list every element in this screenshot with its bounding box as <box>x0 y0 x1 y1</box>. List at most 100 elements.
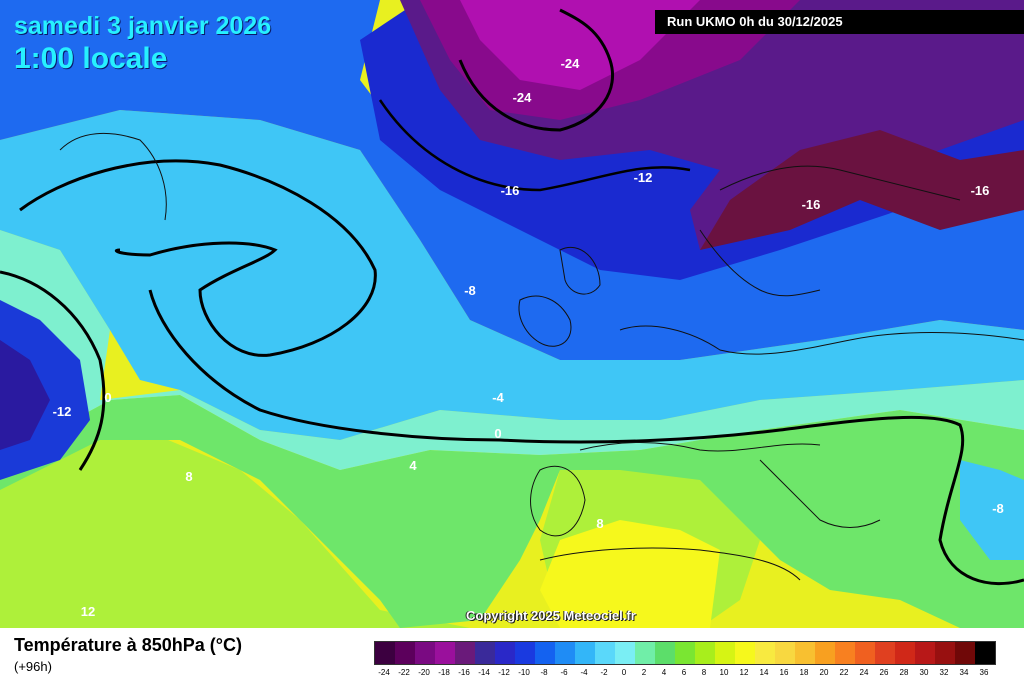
scale-label: 16 <box>779 668 789 677</box>
scale-swatch <box>415 642 435 664</box>
scale-label: -8 <box>540 668 548 677</box>
contour-labels: -24 -24 -16 -12 -16 -16 -8 -4 0 0 4 8 8 -12 -8 12 <box>53 56 1004 619</box>
contour-label: 8 <box>596 516 603 531</box>
field-band-0 <box>0 230 1024 470</box>
scale-label: -6 <box>560 668 568 677</box>
contour-label: 0 <box>494 426 501 441</box>
scale-swatch <box>535 642 555 664</box>
field-title: Température à 850hPa (°C) <box>14 635 242 655</box>
isotherm-0 <box>0 270 1024 586</box>
scale-swatch <box>695 642 715 664</box>
contour-label: -24 <box>513 90 533 105</box>
coastlines <box>59 132 1024 581</box>
scale-swatch <box>495 642 515 664</box>
scale-swatch <box>615 642 635 664</box>
scale-label: 8 <box>701 668 707 677</box>
color-scale-labels: -24 -22 -20 -18 -16 -14 -12 -10 -8 -6 -4 -2 0 2 4 6 8 10 1… <box>374 668 994 680</box>
scale-swatch <box>795 642 815 664</box>
color-scale <box>374 641 996 665</box>
scale-swatch <box>455 642 475 664</box>
field-scandinavia-cold <box>700 130 1024 250</box>
contour-label: 8 <box>185 469 192 484</box>
scale-swatch <box>975 642 995 664</box>
contour-label: 4 <box>409 458 417 473</box>
scale-swatch <box>375 642 395 664</box>
scale-label: 2 <box>641 668 647 677</box>
contour-label: -24 <box>561 56 581 71</box>
copyright: Copyright 2025 Meteociel.fr <box>466 608 636 623</box>
scale-label: 18 <box>799 668 809 677</box>
scale-swatch <box>635 642 655 664</box>
scale-swatch <box>675 642 695 664</box>
field-africa-yellow <box>540 520 720 628</box>
scale-label: 32 <box>939 668 949 677</box>
scale-label: 20 <box>819 668 829 677</box>
scale-swatch <box>715 642 735 664</box>
contour-label: -8 <box>992 501 1004 516</box>
contour-label: -16 <box>802 197 821 212</box>
scale-swatch <box>955 642 975 664</box>
scale-swatch <box>895 642 915 664</box>
scale-label: 26 <box>879 668 889 677</box>
field-band-minus4 <box>0 110 1024 440</box>
scale-label: 12 <box>739 668 749 677</box>
field-east-cold <box>960 460 1024 560</box>
temperature-map: -24 -24 -16 -12 -16 -16 -8 -4 0 0 4 8 8 -12 -8 12 <box>0 0 1024 628</box>
field-atlantic-low-core <box>0 340 50 450</box>
scale-swatch <box>755 642 775 664</box>
contour-label: -4 <box>492 390 504 405</box>
scale-label: -2 <box>600 668 608 677</box>
scale-label: -18 <box>438 668 450 677</box>
scale-label: 4 <box>661 668 667 677</box>
footer: Température à 850hPa (°C) (+96h) -24 -22-… <box>0 628 1024 683</box>
forecast-time: 1:00 locale <box>14 42 168 75</box>
scale-swatch <box>935 642 955 664</box>
run-info: Run UKMO 0h du 30/12/2025 <box>655 10 1024 34</box>
isotherm-minus16 <box>378 99 691 192</box>
scale-label: 10 <box>719 668 729 677</box>
scale-swatch <box>875 642 895 664</box>
scale-label: -22 <box>398 668 410 677</box>
scale-label: -12 <box>498 668 510 677</box>
scale-label: 22 <box>839 668 849 677</box>
scale-swatch <box>735 642 755 664</box>
scale-swatch <box>515 642 535 664</box>
contour-label: -12 <box>53 404 72 419</box>
scale-swatch <box>435 642 455 664</box>
scale-swatch <box>395 642 415 664</box>
lead-time: (+96h) <box>14 659 52 674</box>
scale-label: -20 <box>418 668 430 677</box>
forecast-date: samedi 3 janvier 2026 <box>14 12 272 40</box>
contour-label: -8 <box>464 283 476 298</box>
contour-label: 0 <box>104 390 111 405</box>
scale-swatch <box>555 642 575 664</box>
isotherm-greenland <box>19 159 377 357</box>
scale-label: 30 <box>919 668 929 677</box>
scale-label: -24 <box>378 668 390 677</box>
scale-label: 28 <box>899 668 909 677</box>
scale-swatch <box>815 642 835 664</box>
scale-swatch <box>475 642 495 664</box>
scale-swatch <box>835 642 855 664</box>
scale-swatch <box>655 642 675 664</box>
field-band-minus8 <box>0 0 1024 360</box>
scale-label: 6 <box>681 668 687 677</box>
scale-label: 0 <box>621 668 627 677</box>
scale-swatch <box>575 642 595 664</box>
scale-label: -14 <box>478 668 490 677</box>
contour-label: -16 <box>971 183 990 198</box>
contour-label: -12 <box>634 170 653 185</box>
field-band-4 <box>0 395 1024 628</box>
map-canvas: -24 -24 -16 -12 -16 -16 -8 -4 0 0 4 8 8 -12 -8 12 <box>0 0 1024 628</box>
scale-swatch <box>915 642 935 664</box>
scale-label: -4 <box>580 668 588 677</box>
field-band-minus24 <box>460 0 700 90</box>
scale-label: -10 <box>518 668 530 677</box>
scale-swatch <box>855 642 875 664</box>
contour-label: -16 <box>501 183 520 198</box>
scale-label: 24 <box>859 668 869 677</box>
scale-label: -16 <box>458 668 470 677</box>
isotherm-minus24 <box>458 8 615 132</box>
scale-label: 14 <box>759 668 769 677</box>
scale-label: 36 <box>979 668 989 677</box>
